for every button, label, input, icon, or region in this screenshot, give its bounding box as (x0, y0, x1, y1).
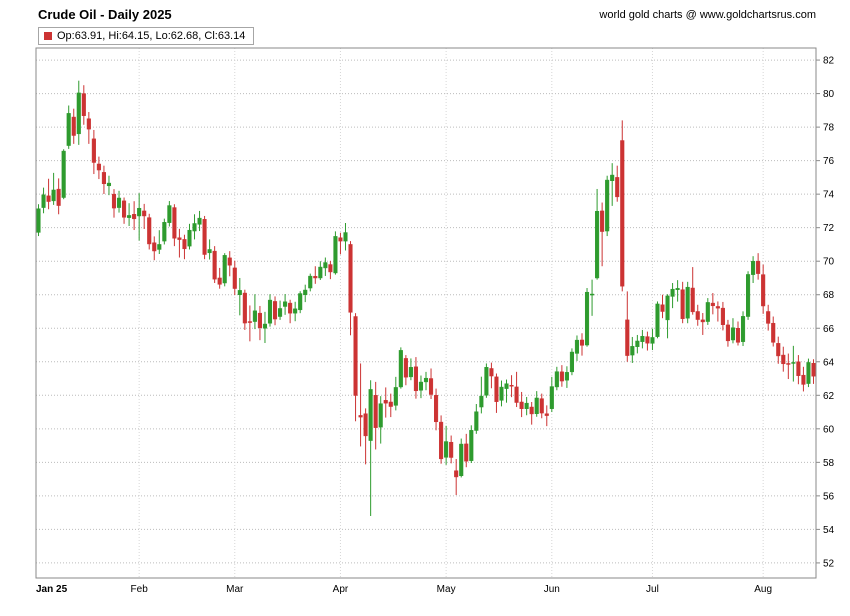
svg-text:Apr: Apr (333, 584, 349, 595)
svg-text:78: 78 (823, 123, 835, 134)
legend-ohlc-text: Op:63.91, Hi:64.15, Lo:62.68, Cl:63.14 (57, 30, 246, 42)
svg-text:Jul: Jul (646, 584, 659, 595)
svg-text:64: 64 (823, 357, 835, 368)
svg-text:52: 52 (823, 558, 835, 569)
svg-text:May: May (437, 584, 456, 595)
svg-text:76: 76 (823, 156, 835, 167)
site-credit: world gold charts @ www.goldchartsrus.co… (599, 9, 816, 21)
page-title: Crude Oil - Daily 2025 (38, 7, 172, 22)
svg-text:Jan 25: Jan 25 (36, 584, 68, 595)
svg-text:58: 58 (823, 458, 835, 469)
svg-text:66: 66 (823, 324, 835, 335)
svg-text:56: 56 (823, 491, 835, 502)
svg-text:Jun: Jun (544, 584, 560, 595)
svg-text:70: 70 (823, 257, 835, 268)
svg-text:54: 54 (823, 525, 835, 536)
ohlc-legend: Op:63.91, Hi:64.15, Lo:62.68, Cl:63.14 (38, 27, 255, 45)
svg-text:68: 68 (823, 290, 835, 301)
svg-text:Aug: Aug (754, 584, 772, 595)
svg-text:Mar: Mar (226, 584, 244, 595)
svg-text:74: 74 (823, 190, 835, 201)
legend-swatch-icon (44, 32, 52, 40)
svg-text:Feb: Feb (131, 584, 149, 595)
svg-text:60: 60 (823, 424, 835, 435)
svg-text:82: 82 (823, 56, 835, 67)
svg-text:62: 62 (823, 391, 835, 402)
svg-text:80: 80 (823, 89, 835, 100)
svg-text:72: 72 (823, 223, 835, 234)
